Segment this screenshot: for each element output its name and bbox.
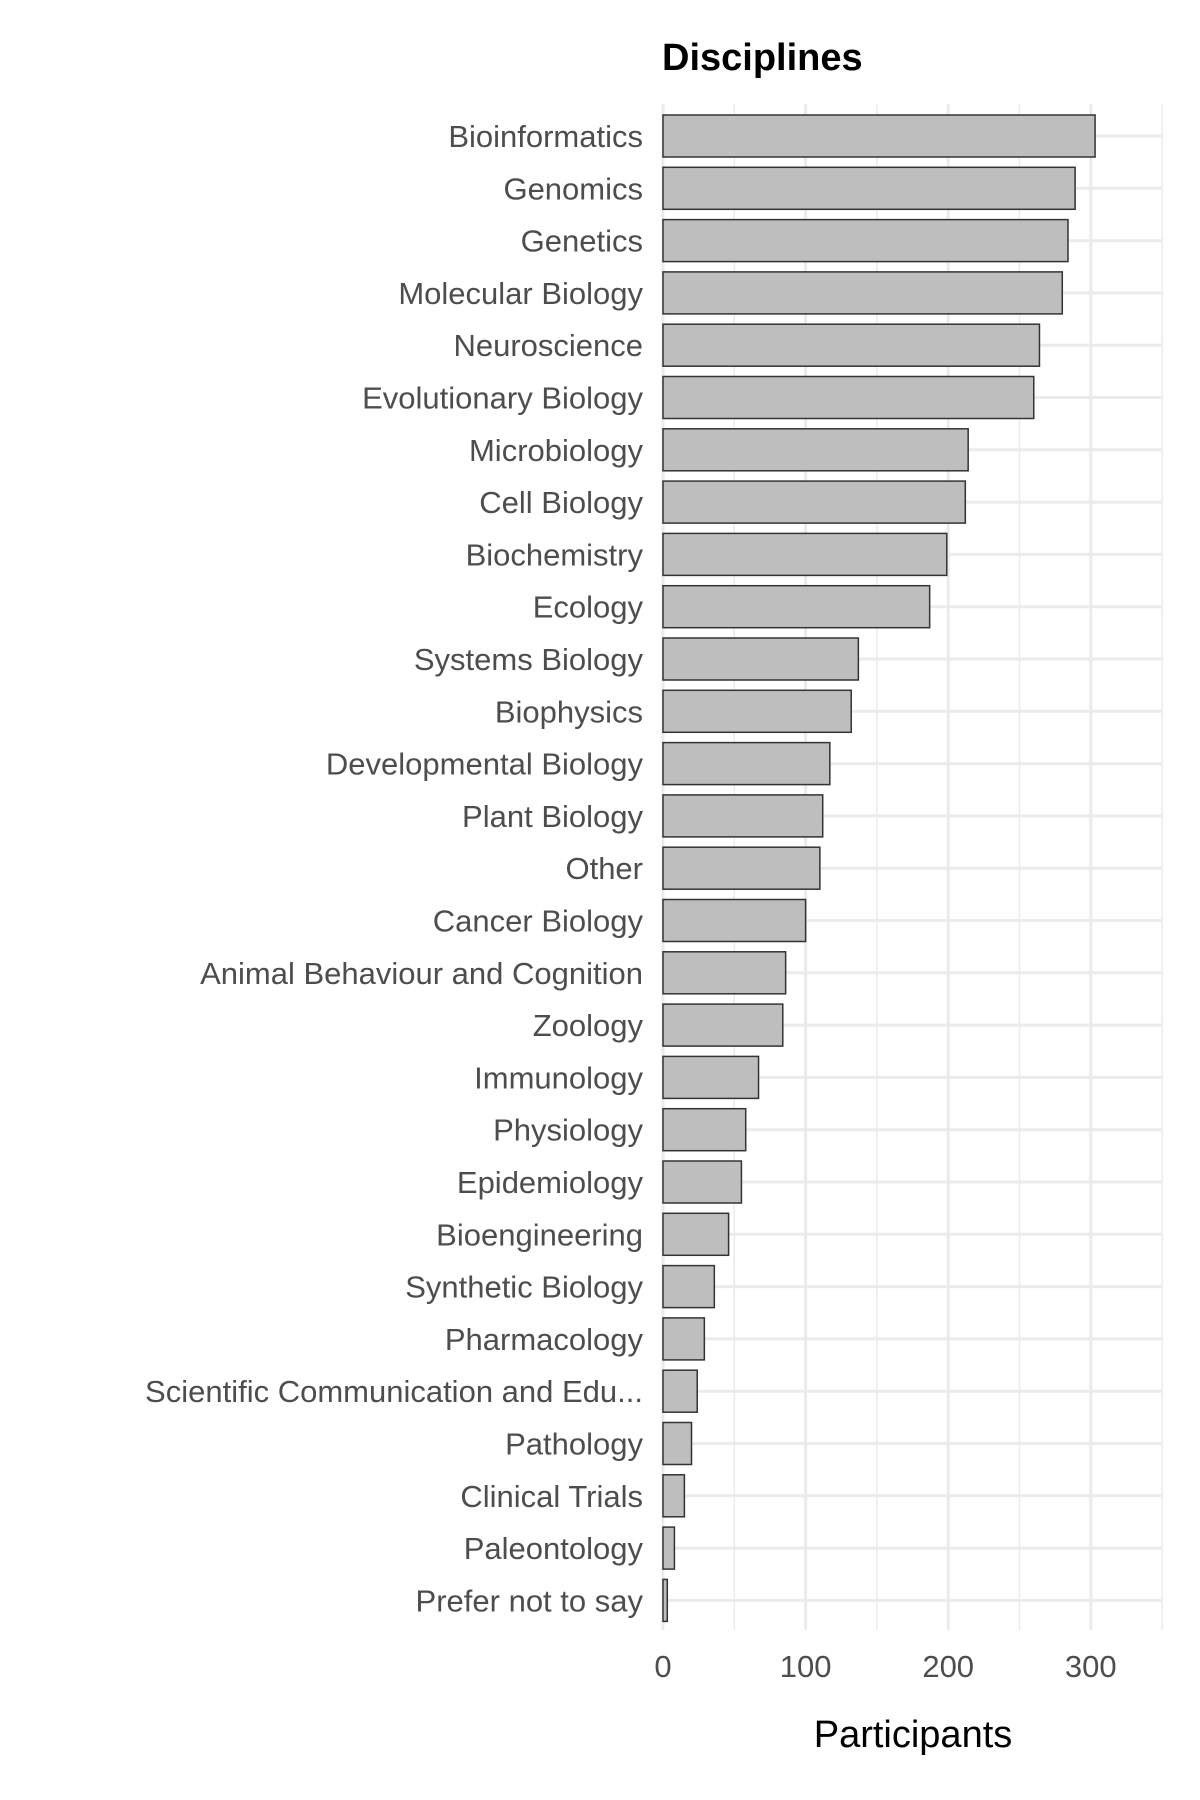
category-label: Clinical Trials: [460, 1479, 643, 1514]
bar: [662, 794, 824, 838]
x-tick-label: 0: [654, 1649, 671, 1684]
x-axis-title: Participants: [814, 1714, 1013, 1756]
category-label: Pathology: [505, 1427, 643, 1462]
bars: [662, 114, 1096, 1623]
x-tick-label: 100: [780, 1649, 832, 1684]
category-label: Microbiology: [469, 433, 644, 468]
category-label: Biochemistry: [466, 537, 644, 572]
bar: [662, 323, 1041, 367]
category-label: Bioinformatics: [448, 119, 643, 154]
category-label: Zoology: [533, 1008, 644, 1043]
category-label: Epidemiology: [457, 1165, 644, 1200]
bar: [662, 271, 1064, 315]
x-tick-label: 300: [1065, 1649, 1117, 1684]
category-label: Evolutionary Biology: [362, 381, 643, 416]
category-label: Other: [565, 851, 643, 886]
bar: [662, 1317, 706, 1361]
bar: [662, 951, 787, 995]
category-label: Animal Behaviour and Cognition: [200, 956, 643, 991]
bar: [662, 480, 967, 524]
bar: [662, 1107, 747, 1152]
x-tick-labels: 0 100 200 300: [654, 1649, 1116, 1684]
bar: [662, 1526, 676, 1570]
category-label: Genetics: [521, 224, 643, 259]
category-label: Developmental Biology: [326, 747, 644, 782]
category-label: Paleontology: [464, 1531, 644, 1566]
category-label: Scientific Communication and Edu...: [145, 1374, 643, 1409]
bar: [662, 114, 1096, 158]
category-label: Neuroscience: [453, 328, 643, 363]
category-label: Pharmacology: [445, 1322, 644, 1357]
category-label: Systems Biology: [414, 642, 644, 677]
category-label: Prefer not to say: [416, 1583, 644, 1618]
category-label: Bioengineering: [436, 1217, 643, 1252]
bar: [662, 1474, 686, 1518]
bar: [662, 637, 860, 681]
category-label: Cell Biology: [479, 485, 643, 520]
category-label: Genomics: [503, 171, 643, 206]
bar: [662, 1578, 669, 1623]
category-label: Biophysics: [495, 694, 643, 729]
bar: [662, 1264, 716, 1309]
bar: [662, 1212, 730, 1257]
bar: [662, 532, 948, 577]
category-label: Plant Biology: [462, 799, 643, 834]
bar: [662, 1421, 693, 1466]
x-tick-label: 200: [922, 1649, 974, 1684]
chart-title: Disciplines: [662, 37, 863, 79]
bar: [662, 218, 1069, 263]
category-label: Molecular Biology: [398, 276, 643, 311]
category-label: Physiology: [493, 1113, 643, 1148]
category-labels: Bioinformatics Genomics Genetics Molecular …: [145, 119, 643, 1618]
bar: [662, 846, 821, 890]
bar: [662, 428, 969, 472]
category-label: Cancer Biology: [433, 904, 644, 939]
bar: [662, 1003, 784, 1047]
bar: [662, 898, 807, 943]
category-label: Immunology: [474, 1060, 643, 1095]
bar: [662, 741, 831, 786]
category-label: Synthetic Biology: [405, 1270, 643, 1305]
category-label: Ecology: [533, 590, 644, 625]
bar: [662, 1055, 760, 1100]
bar: [662, 1160, 743, 1204]
bar: [662, 166, 1076, 211]
bar: [662, 1369, 698, 1413]
bar: [662, 375, 1035, 420]
bar: [662, 584, 931, 629]
bar: [662, 689, 852, 734]
